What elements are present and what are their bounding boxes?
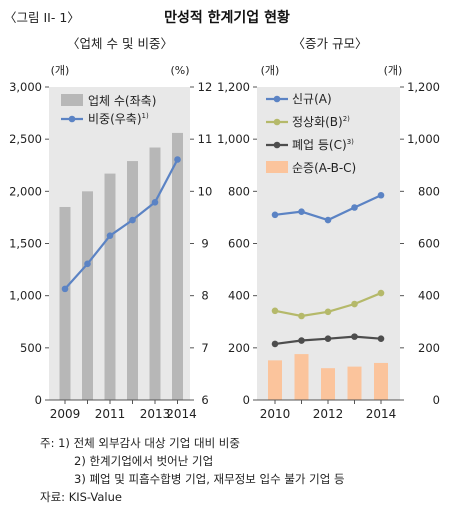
right-y-tick-label: 1,200 [217,80,250,94]
left-legend-bar-swatch [61,94,83,106]
right-line-point [271,211,279,219]
left-x-tick-label: 2013 [140,407,171,421]
left-line-point [106,232,114,239]
right-y-tick-label: 0 [243,393,250,407]
left-y2-tick-label: 7 [201,341,208,355]
left-y2-tick-label: 11 [198,132,213,146]
right-y2-unit: (개) [384,64,403,77]
left-bar [149,147,161,400]
right-legend-line-marker [273,95,281,103]
right-legend-line-marker [273,118,281,126]
right-x-tick-label: 2010 [260,407,291,421]
right-line-point [377,289,385,297]
right-line-point [377,335,385,343]
right-y2-tick-label: 800 [418,184,440,198]
figure-label: 〈그림 II- 1〉 [4,10,80,25]
right-line-point [298,312,305,320]
right-line-point [377,191,385,199]
left-y2-tick-label: 12 [198,80,213,94]
figure-title: 만성적 한계기업 현황 [164,9,290,26]
right-y2-tick-label: 600 [418,237,440,251]
right-line-point [298,208,305,215]
right-y-tick-label: 200 [228,341,250,355]
left-y-tick-label: 500 [20,341,42,355]
right-bar [268,360,282,400]
right-y-tick-label: 1,000 [217,132,250,146]
right-y2-tick-label: 1,000 [407,132,440,146]
right-legend-line-label: 신규(A) [292,92,332,106]
right-y2-tick-label: 400 [418,289,440,303]
source-note: 자료: KIS-Value [40,490,122,504]
left-y-tick-label: 1,000 [9,289,42,303]
right-plot-area [257,87,400,400]
footnotes: 주: 1) 전체 외부감사 대상 기업 대비 비중 2) 한계기업에서 벗어난 … [40,434,345,506]
right-line-point [351,333,358,340]
chart-canvas: 〈그림 II- 1〉 만성적 한계기업 현황 〈업체 수 및 비중〉 〈증가 규… [4,9,440,421]
right-line-point [271,307,279,315]
right-chart-panel: 0 0 200 200 400 400 600 600 800 800 1,000 1,000 1,20… [217,80,440,421]
left-legend-bar-label: 업체 수(좌축) [88,94,156,108]
right-bar [347,366,362,400]
left-x-tick-label: 2014 [166,407,197,421]
left-panel-title: 〈업체 수 및 비중〉 [67,36,173,51]
right-bar [321,368,335,400]
left-line-point [174,156,181,163]
left-line-point [84,260,91,268]
left-bar [172,132,183,400]
right-x-tick-label: 2014 [366,407,397,421]
right-bar [294,354,309,400]
left-legend-line-label: 비중(우축)1) [88,112,149,126]
right-y-tick-label: 600 [228,237,250,251]
left-x-tick-label: 2011 [95,407,126,421]
left-y-tick-label: 2,000 [9,184,42,198]
right-line-point [351,204,358,211]
right-line-point [351,300,358,308]
right-y-tick-label: 400 [228,289,250,303]
left-bar [104,173,116,400]
right-line-point [324,335,332,343]
left-line-point [151,198,159,206]
left-y2-tick-label: 8 [201,289,208,303]
right-y2-tick-label: 0 [433,393,440,407]
left-y-tick-label: 3,000 [9,80,42,94]
right-legend-line-marker [273,141,281,149]
right-legend-line-label: 폐업 등(C)3) [292,138,354,152]
right-line-point [324,308,332,316]
right-line-point [271,340,279,348]
right-panel-title: 〈증가 규모〉 [293,36,368,51]
left-plot-area [49,87,190,400]
right-y-unit: (개) [261,64,280,77]
right-legend-line-label: 정상화(B)2) [292,115,350,129]
left-bar [82,191,93,400]
right-x-tick-label: 2012 [313,407,344,421]
left-y2-tick-label: 9 [201,237,208,251]
left-y-tick-label: 1,500 [9,237,42,251]
left-x-tick-label: 2009 [50,407,81,421]
left-line-point [61,285,69,293]
right-y2-tick-label: 200 [418,341,440,355]
footnote-2: 2) 한계기업에서 벗어난 기업 [74,454,214,468]
right-legend-bar-swatch [266,161,288,173]
left-line-point [129,216,136,224]
left-y-unit: (개) [51,64,70,77]
left-y-tick-label: 2,500 [9,132,42,146]
left-y2-unit: (%) [170,64,189,77]
left-bar [127,161,138,400]
left-y-tick-label: 0 [35,393,42,407]
left-y2-tick-label: 6 [201,393,208,407]
left-y2-tick-label: 10 [198,184,213,198]
right-line-point [324,216,332,224]
right-bar [374,362,388,400]
left-legend-line-marker [68,115,76,123]
right-line-point [298,337,305,344]
footnote-3: 3) 폐업 및 피흡수합병 기업, 재무정보 입수 불가 기업 등 [74,472,345,486]
right-y-tick-label: 800 [228,184,250,198]
left-line-series [64,158,179,290]
right-legend-bar-label: 순증(A-B-C) [292,161,356,175]
footnote-1: 주: 1) 전체 외부감사 대상 기업 대비 비중 [40,436,240,450]
left-bar [59,206,71,400]
right-y2-tick-label: 1,200 [407,80,440,94]
left-chart-panel: 0 500 1,000 1,500 2,000 2,500 3,000 6 7 8 9 10 11 12 2… [9,80,212,421]
